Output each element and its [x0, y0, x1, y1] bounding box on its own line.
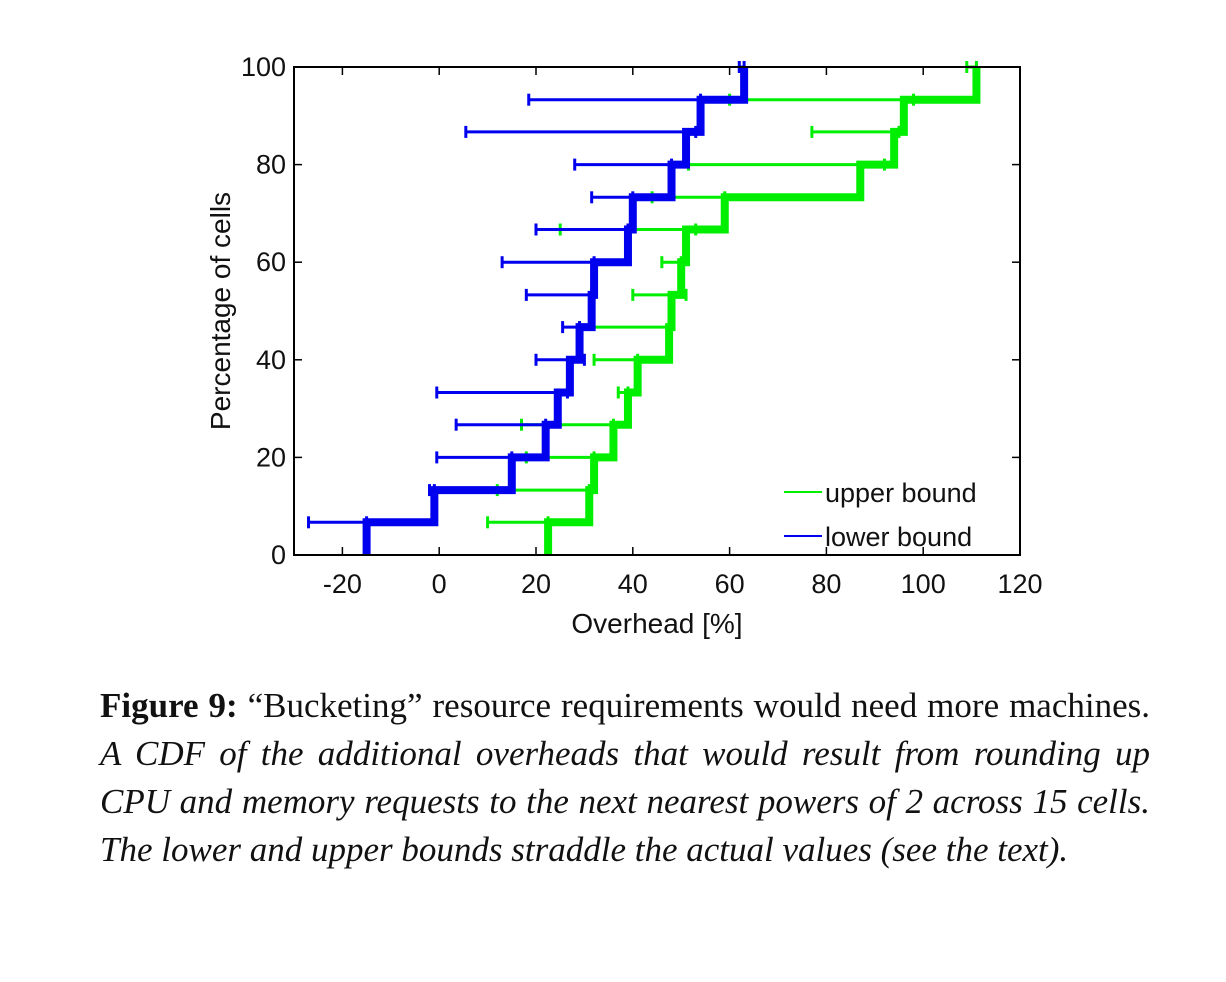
y-tick-label: 80 [256, 150, 286, 180]
y-axis-title: Percentage of cells [205, 192, 236, 430]
cdf-chart: -20 0 20 40 60 80 100 120 0 20 40 60 80 100 Overhead … [205, 52, 1043, 639]
x-tick-label: 20 [521, 569, 551, 599]
x-tick-label: 40 [618, 569, 648, 599]
y-tick-label: 40 [256, 345, 286, 375]
axis-tick-labels: -20 0 20 40 60 80 100 120 0 20 40 60 80 100 [241, 52, 1043, 599]
x-tick-label: 0 [432, 569, 447, 599]
caption-label: Figure 9: [100, 686, 238, 725]
cdf-line-lower-bound [362, 67, 749, 555]
cdf-step-lines [362, 67, 981, 555]
x-tick-label: -20 [323, 569, 362, 599]
legend-label-upper-bound: upper bound [825, 478, 977, 508]
legend-label-lower-bound: lower bound [825, 522, 972, 552]
plot-frame [293, 66, 1021, 556]
axis-ticks [294, 66, 1021, 556]
y-tick-label: 60 [256, 247, 286, 277]
x-tick-label: 60 [715, 569, 745, 599]
caption-title: “Bucketing” resource requirements would … [247, 686, 1150, 725]
x-tick-label: 100 [901, 569, 946, 599]
x-tick-label: 120 [997, 569, 1042, 599]
y-tick-label: 100 [241, 52, 286, 82]
error-bars [307, 61, 978, 529]
x-tick-label: 80 [811, 569, 841, 599]
caption-body: A CDF of the additional overheads that w… [100, 734, 1150, 869]
y-tick-label: 0 [271, 540, 286, 570]
x-axis-title: Overhead [%] [571, 608, 742, 639]
legend: upper bound lower bound [784, 478, 977, 552]
figure-caption: Figure 9: “Bucketing” resource requireme… [100, 682, 1150, 874]
cdf-line-upper-bound [544, 67, 981, 555]
y-tick-label: 20 [256, 442, 286, 472]
